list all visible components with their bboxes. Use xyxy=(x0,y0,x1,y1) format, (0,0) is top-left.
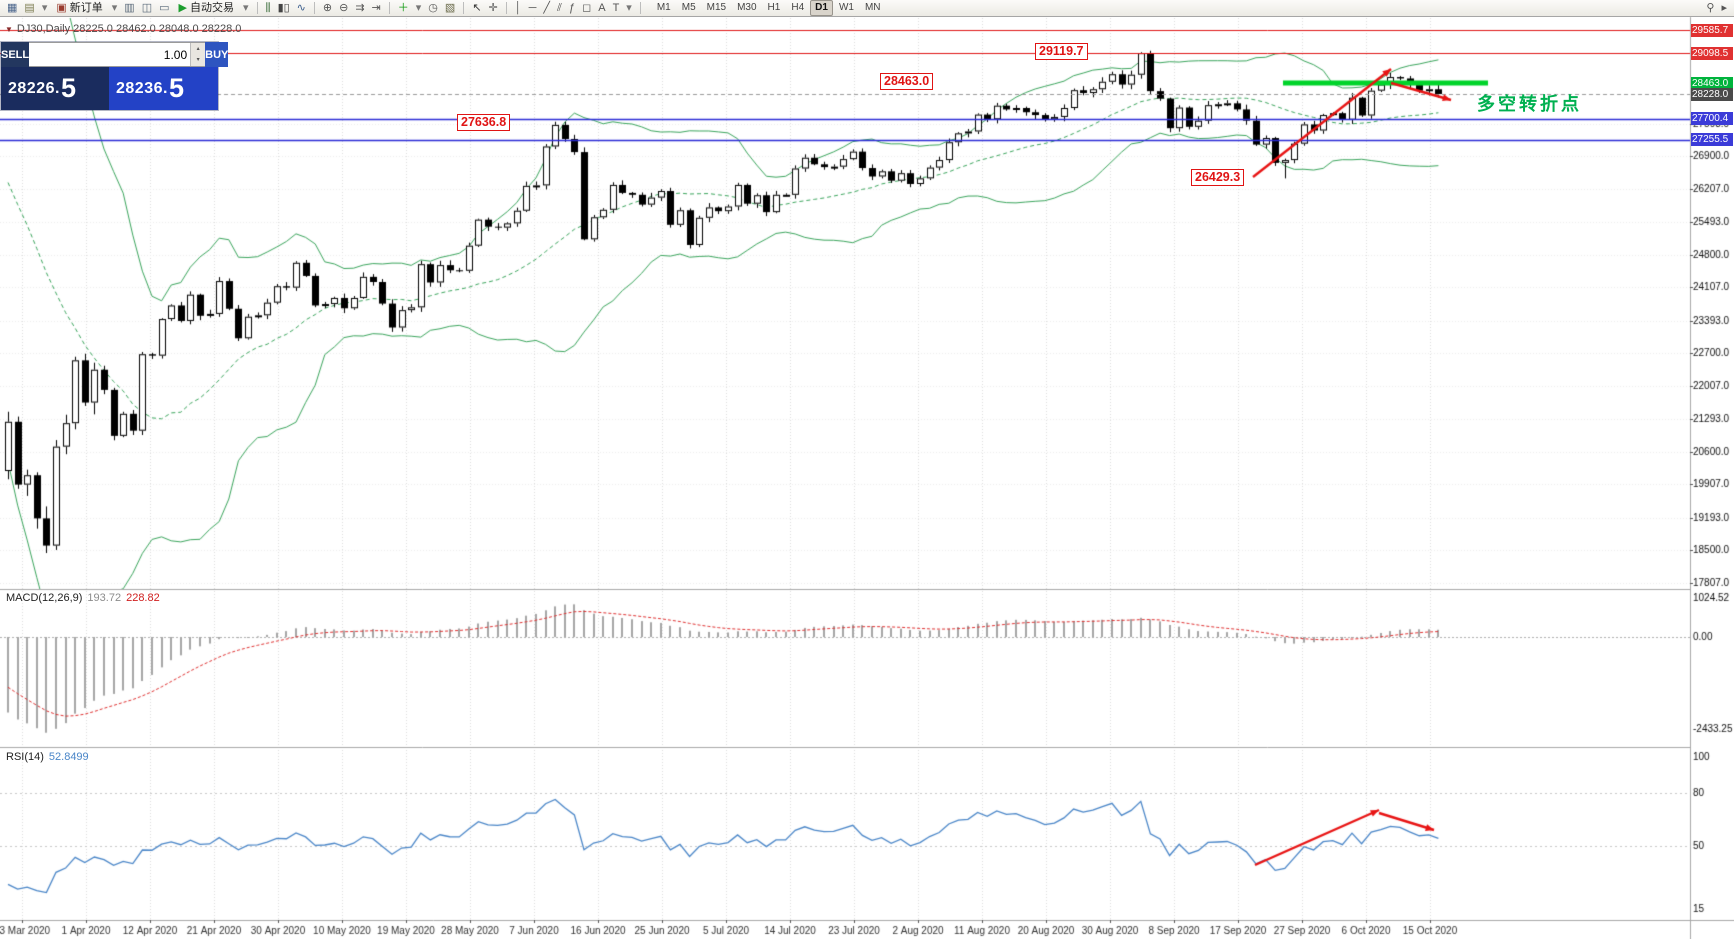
auto-scroll-icon[interactable]: ⇉ xyxy=(355,2,365,14)
shapes-icon[interactable]: ◻ xyxy=(582,2,592,14)
horizontal-line-icon[interactable]: ─ xyxy=(528,2,537,14)
toolbar-separator xyxy=(505,2,507,14)
buy-price-main: 28236. xyxy=(116,79,168,97)
toolbar-separator xyxy=(313,2,315,14)
sell-button[interactable]: SELL xyxy=(1,42,30,67)
autotrade-button-icon: ▶ xyxy=(178,2,187,14)
timeframe-m5-button[interactable]: M5 xyxy=(681,2,696,13)
new-chart-icon[interactable]: ▦ xyxy=(7,2,18,14)
templates-icon[interactable]: ▧ xyxy=(444,2,456,14)
buy-price-big-digit: 5 xyxy=(168,73,184,103)
volume-box: ▴ ▾ xyxy=(29,42,206,67)
timeframe-mn-button[interactable]: MN xyxy=(864,2,881,13)
market-watch-icon[interactable]: ▥ xyxy=(124,2,135,14)
toolbar-separator xyxy=(388,2,390,14)
sell-price-box[interactable]: 28226. 5 xyxy=(1,67,109,110)
timeframe-m15-button[interactable]: M15 xyxy=(706,2,727,13)
indicators-dropdown-icon[interactable]: ▾ xyxy=(415,2,422,14)
volume-up-icon[interactable]: ▴ xyxy=(191,43,206,55)
timeframe-m1-button[interactable]: M1 xyxy=(656,2,671,13)
indicators-icon[interactable]: ＋ xyxy=(397,2,409,14)
buy-button[interactable]: BUY xyxy=(205,42,229,67)
new-order-button[interactable]: ▣ 新订单 xyxy=(51,0,107,16)
volume-down-icon[interactable]: ▾ xyxy=(191,54,206,66)
trendline-icon[interactable]: ╱ xyxy=(543,2,551,14)
vertical-line-icon[interactable]: │ xyxy=(514,2,522,14)
timeframe-h1-button[interactable]: H1 xyxy=(767,2,781,13)
buy-price-box[interactable]: 28236. 5 xyxy=(109,67,218,110)
profiles-icon[interactable]: ▤ xyxy=(24,2,35,14)
toolbar-separator xyxy=(639,2,641,14)
toolbar-separator xyxy=(463,2,465,14)
toolbar-separator xyxy=(256,2,258,14)
data-window-icon[interactable]: ◫ xyxy=(141,2,153,14)
profiles-dropdown-icon[interactable]: ▾ xyxy=(41,2,48,14)
timeframe-h4-button[interactable]: H4 xyxy=(791,2,805,13)
new-order-button-icon: ▣ xyxy=(56,2,67,14)
main-toolbar: ▦ ▤ ▾ ▣ 新订单 ▾ ▥ ◫ ▭ ▶ 自动交易 ▾ ⫼ ▮▯ ∿ ⊕ ⊖ ⇉ ⇥ ＋ ▾ ◷ ▧ ↖ ✛ │ ─ ╱ ⫽ ƒ ◻ A T ▾… xyxy=(0,0,1734,17)
channel-icon[interactable]: ⫽ xyxy=(557,2,562,14)
autotrade-button-label: 自动交易 xyxy=(189,2,234,14)
one-click-collapse-icon[interactable]: ▼ xyxy=(5,24,13,34)
new-order-button-label: 新订单 xyxy=(69,2,103,14)
chart-shift-icon[interactable]: ⇥ xyxy=(371,2,381,14)
line-chart-icon[interactable]: ∿ xyxy=(296,2,306,14)
search-icon[interactable]: ⚲ xyxy=(1706,2,1715,14)
sell-price-main: 28226. xyxy=(8,79,60,97)
sell-price-big-digit: 5 xyxy=(60,73,76,103)
one-click-trade-panel: SELL ▴ ▾ BUY 28226. 5 28236. 5 xyxy=(1,42,229,110)
autotrade-dropdown-icon[interactable]: ▾ xyxy=(242,2,249,14)
quick-nav-icon[interactable]: ▸ xyxy=(1721,2,1727,14)
timeframe-w1-button[interactable]: W1 xyxy=(838,2,854,13)
timeframe-m30-button[interactable]: M30 xyxy=(737,2,757,13)
bar-chart-icon[interactable]: ⫼ xyxy=(265,2,271,14)
autotrade-button[interactable]: ▶ 自动交易 xyxy=(174,0,239,16)
crosshair-icon[interactable]: ✛ xyxy=(488,2,498,14)
candlestick-chart-icon[interactable]: ▮▯ xyxy=(277,2,290,14)
timeframe-d1-button[interactable]: D1 xyxy=(810,0,833,16)
zoom-in-icon[interactable]: ⊕ xyxy=(322,2,333,14)
terminal-icon[interactable]: ▭ xyxy=(159,2,170,14)
fibonacci-icon[interactable]: ƒ xyxy=(568,2,576,14)
volume-stepper: ▴ ▾ xyxy=(190,43,206,66)
periods-icon[interactable]: ◷ xyxy=(428,2,438,14)
zoom-out-icon[interactable]: ⊖ xyxy=(339,2,349,14)
text-label-icon[interactable]: T xyxy=(612,2,620,14)
charts-dropdown-icon[interactable]: ▾ xyxy=(111,2,118,14)
text-icon[interactable]: A xyxy=(598,2,606,14)
volume-input[interactable] xyxy=(29,43,191,66)
cursor-icon[interactable]: ↖ xyxy=(472,2,482,14)
objects-dropdown-icon[interactable]: ▾ xyxy=(626,2,632,14)
